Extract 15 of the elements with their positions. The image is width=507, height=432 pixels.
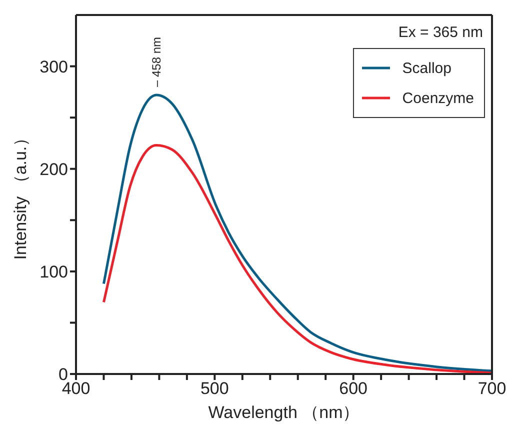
legend-label: Coenzyme <box>402 90 474 106</box>
y-axis-title: Intensity （a.u.） <box>11 129 30 260</box>
x-tick-label: 600 <box>339 379 368 398</box>
y-tick-label: 200 <box>40 160 68 179</box>
x-tick-label: 500 <box>200 379 229 398</box>
line-series <box>102 144 492 374</box>
annotation: Ex = 365 nm <box>398 24 483 41</box>
legend-label: Scallop <box>402 60 452 76</box>
y-tick-label: 100 <box>40 262 68 282</box>
annotation: – 458 nm <box>149 36 164 88</box>
x-tick-label: 700 <box>478 379 506 398</box>
x-axis-title: Wavelength （nm） <box>208 403 360 422</box>
x-tick-label: 400 <box>62 379 90 398</box>
y-tick-label: 300 <box>40 57 68 76</box>
line-series <box>102 94 492 372</box>
